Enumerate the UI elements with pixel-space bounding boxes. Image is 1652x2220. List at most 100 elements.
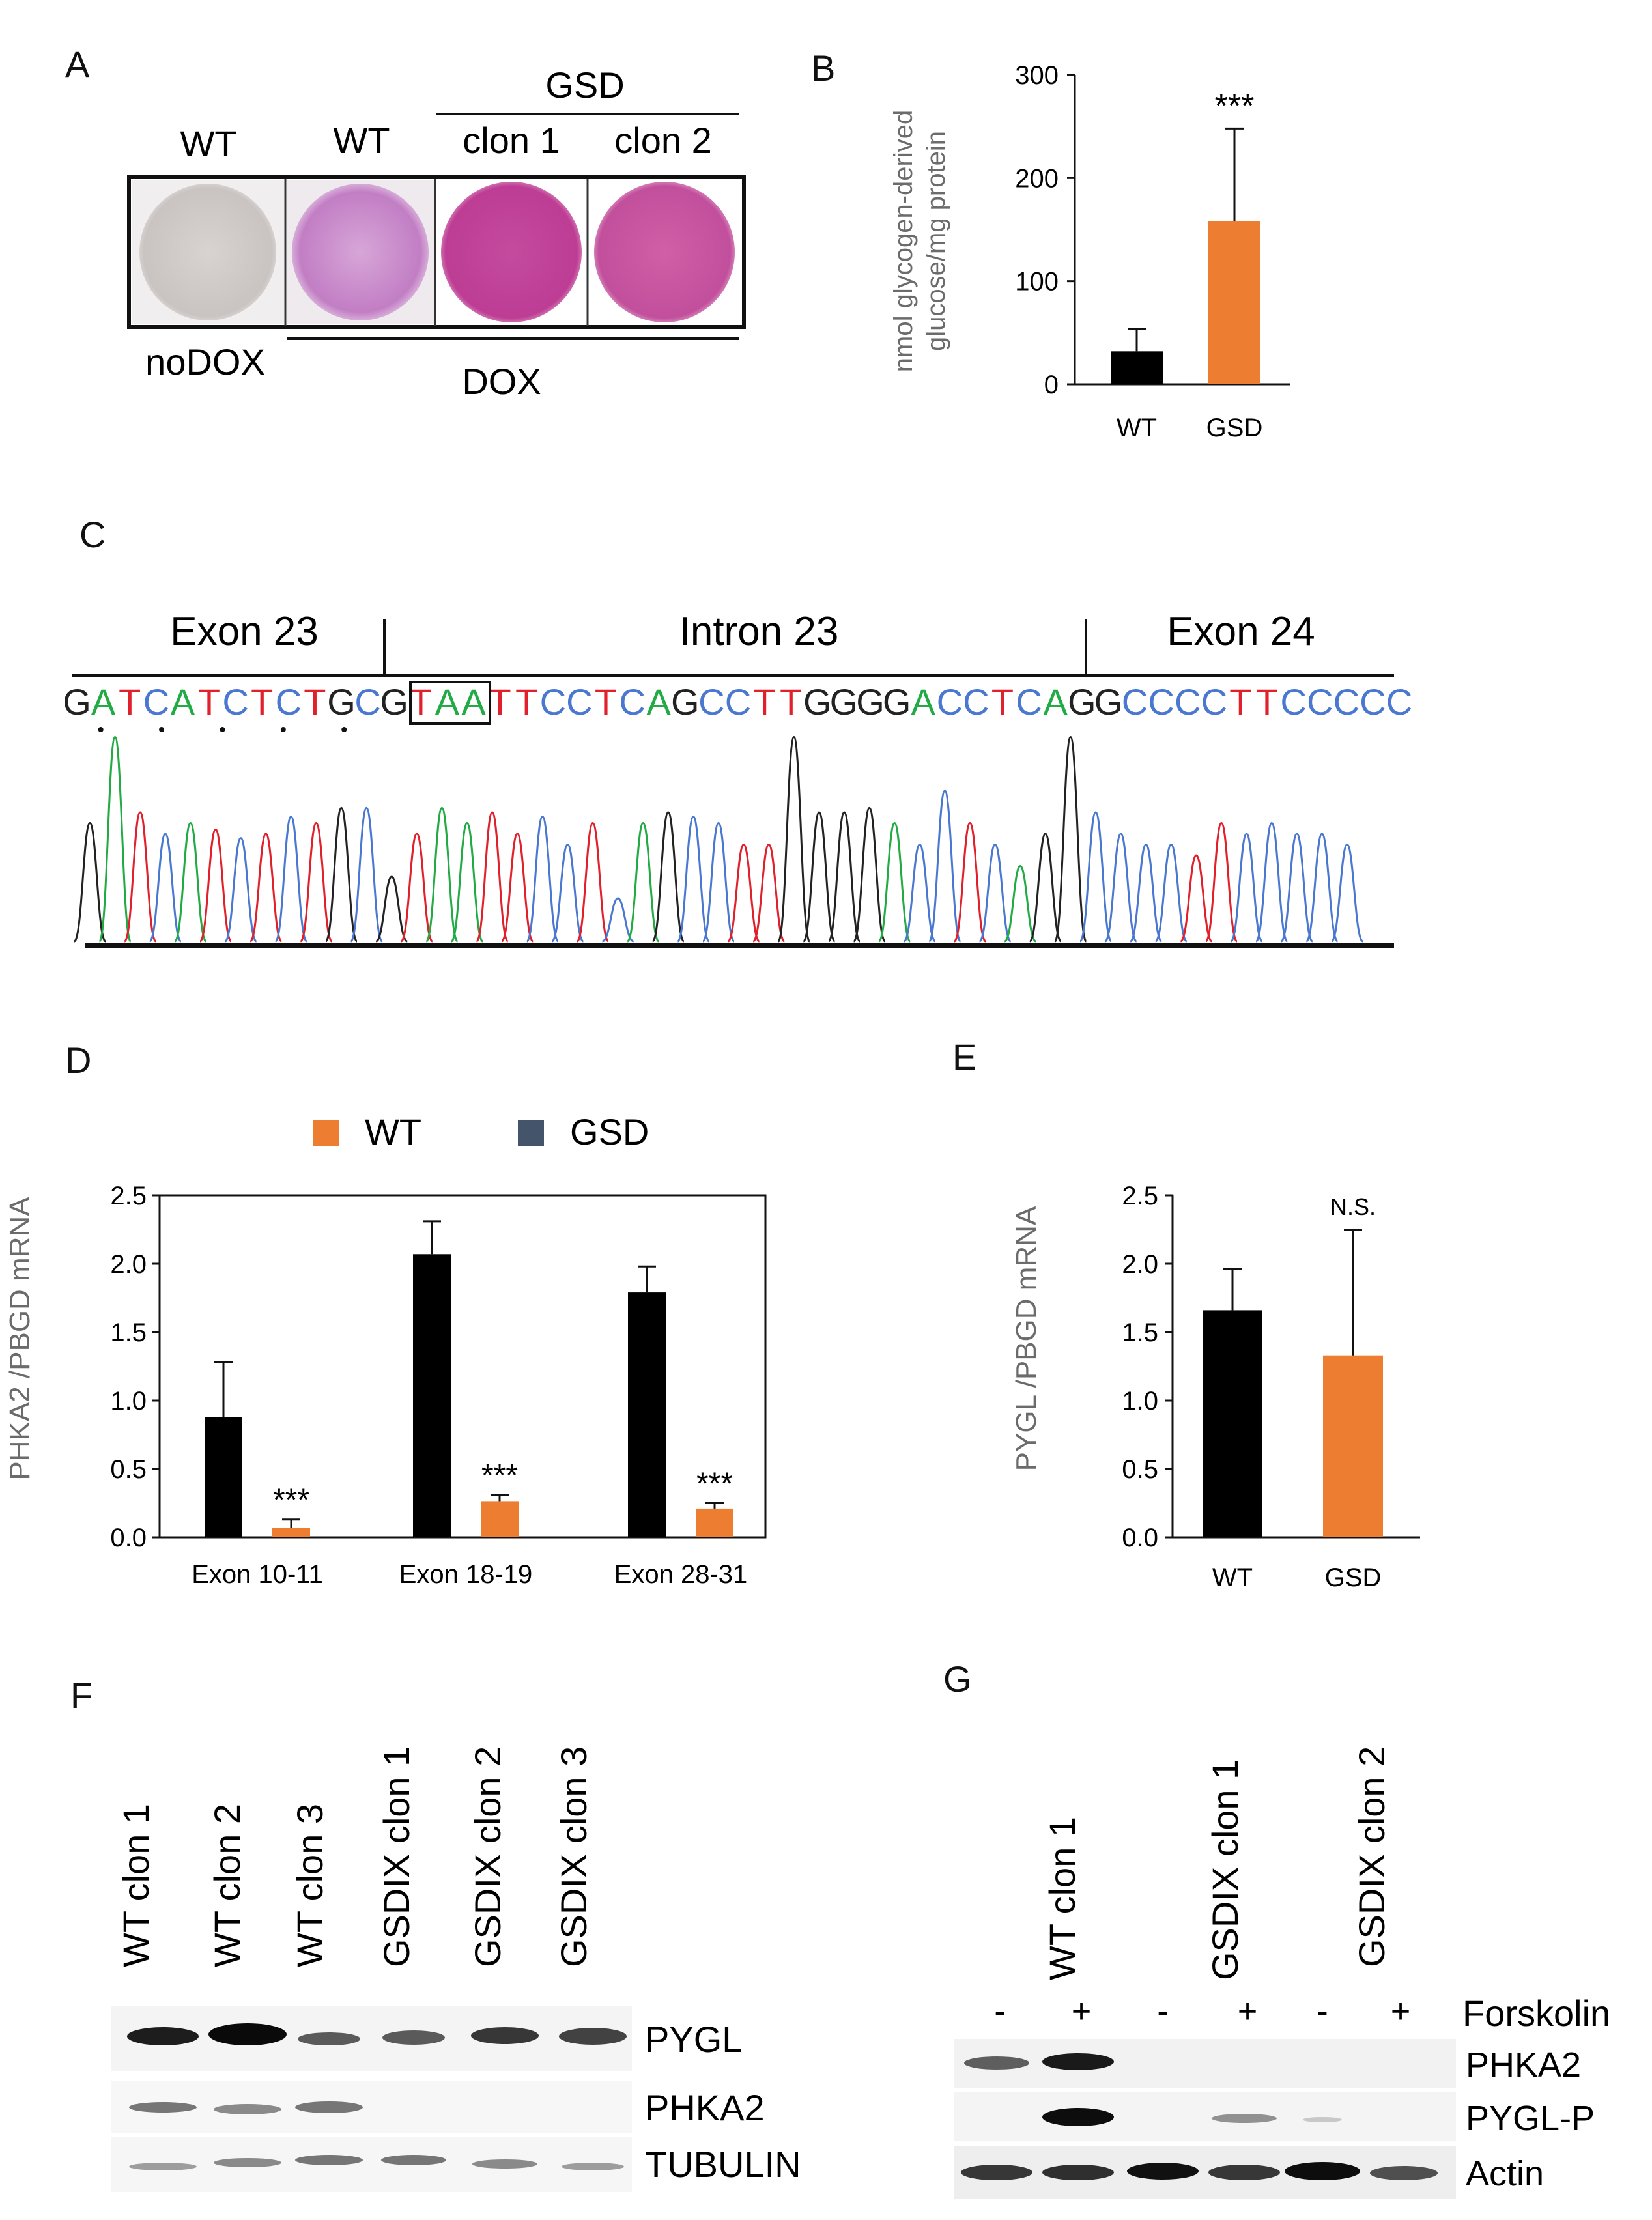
f-blot-label-tubulin: TUBULIN [645, 2144, 801, 2185]
base-letter: C [1148, 681, 1174, 722]
base-letter: T [991, 681, 1014, 722]
trace-peak [224, 837, 258, 943]
b-xtick-label: GSD [1206, 414, 1263, 442]
d-bar [481, 1501, 519, 1537]
f-lane-1: WT clon 1 [115, 1804, 156, 1967]
e-ytick-label: 2.0 [1122, 1250, 1158, 1279]
base-letter: A [1044, 681, 1068, 722]
base-letter: C [566, 681, 592, 722]
d-ytick-label: 1.0 [110, 1387, 147, 1416]
f-lane-2: WT clon 2 [206, 1804, 248, 1967]
base-letter: G [1094, 681, 1123, 722]
base-letter: G [671, 681, 700, 722]
b-ytick-label: 200 [1015, 164, 1059, 193]
trace-peak [500, 832, 534, 943]
trace-peak [601, 897, 634, 943]
trace-peak [299, 821, 333, 943]
g-blot-label-actin: Actin [1466, 2154, 1544, 2193]
g-blot-label-pygl-p: PYGL-P [1466, 2099, 1595, 2138]
base-letter: C [354, 681, 380, 722]
base-letter: C [698, 681, 724, 722]
region-intron23: Intron 23 [679, 609, 839, 654]
trace-peak [651, 811, 685, 943]
d-ytick-label: 1.5 [110, 1318, 147, 1347]
g-lane-1: WT clon 1 [1042, 1817, 1083, 1980]
panel-label-c: C [79, 514, 106, 555]
g-sign-5: - [1317, 1993, 1328, 2030]
d-legend-label: GSD [570, 1111, 649, 1152]
trace-peak [375, 875, 408, 943]
panel-e-chart: 0.0 0.5 1.0 1.5 2.0 2.5 WT GSD N.S. PYGL /PBGD m… [1010, 1182, 1420, 1592]
d-bar [205, 1417, 242, 1537]
trace-peak [802, 811, 836, 943]
panel-f-western-blot: WT clon 1 WT clon 2 WT clon 3 GSDIX clon… [111, 1746, 801, 2192]
g-lane-3: GSDIX clon 2 [1351, 1746, 1392, 1967]
base-letter: C [1360, 681, 1386, 722]
d-xtick-label: Exon 18-19 [399, 1560, 533, 1589]
f-lane-6: GSDIX clon 3 [553, 1746, 594, 1967]
trace-peak [1154, 843, 1188, 943]
base-letter: C [725, 681, 751, 722]
f-blot-pygl [111, 2006, 632, 2071]
trace-peak [274, 816, 308, 943]
trace-peak [576, 821, 610, 943]
base-letter: C [540, 681, 566, 722]
base-letter: A [435, 681, 460, 722]
g-blot-pygl-p [954, 2092, 1456, 2141]
base-letter: C [1280, 681, 1306, 722]
b-ytick-label: 100 [1015, 268, 1059, 296]
trace-peak [1255, 821, 1289, 943]
base-letter: T [198, 681, 220, 722]
nodox-label: noDOX [145, 341, 265, 382]
trace-peak [1330, 843, 1364, 943]
f-lane-4: GSDIX clon 1 [376, 1746, 417, 1967]
g-lane-2: GSDIX clon 1 [1204, 1759, 1246, 1980]
dox-label: DOX [462, 361, 541, 402]
base-letter: C [1201, 681, 1227, 722]
e-significance: N.S. [1330, 1193, 1376, 1220]
panel-d-chart: 0.0 0.5 1.0 1.5 2.0 2.5 Exon 10-11 *** Exon 18-1… [4, 1111, 767, 1589]
well-nodox-wt [139, 184, 276, 320]
trace-peak [978, 843, 1012, 943]
panel-label-g: G [943, 1658, 972, 1700]
trace-peak [123, 811, 157, 943]
region-exon23: Exon 23 [170, 609, 319, 654]
base-letter: A [171, 681, 195, 722]
d-ylabel: PHKA2 /PBGD mRNA [4, 1197, 36, 1481]
e-ytick-label: 0.5 [1122, 1455, 1158, 1484]
base-letter: C [1333, 681, 1360, 722]
d-significance: *** [481, 1459, 518, 1493]
base-marker-dot [220, 727, 225, 732]
base-letter: G [65, 681, 91, 722]
b-ytick-label: 0 [1044, 371, 1059, 399]
trace-peak [249, 832, 283, 943]
base-marker-dot [280, 727, 286, 732]
d-legend-label: WT [365, 1111, 421, 1152]
f-lane-5: GSDIX clon 2 [467, 1746, 508, 1967]
base-letter: G [803, 681, 832, 722]
base-letter: G [830, 681, 859, 722]
base-letter: T [489, 681, 511, 722]
region-exon24: Exon 24 [1167, 609, 1315, 654]
e-xtick-label: GSD [1325, 1563, 1382, 1592]
g-treatment-label: Forskolin [1462, 1993, 1610, 2034]
trace-peak [400, 832, 434, 943]
b-ylabel-line2: glucose/mg protein [922, 131, 950, 351]
d-xtick-label: Exon 28-31 [614, 1560, 748, 1589]
trace-peak [626, 821, 660, 943]
trace-peak [1305, 832, 1339, 943]
trace-peak [777, 735, 811, 943]
e-ytick-label: 0.0 [1122, 1524, 1158, 1552]
base-letter: G [856, 681, 885, 722]
trace-peak [173, 821, 207, 943]
base-letter: C [1175, 681, 1201, 722]
d-xtick-label: Exon 10-11 [192, 1560, 323, 1589]
base-letter: T [251, 681, 273, 722]
b-significance: *** [1215, 87, 1255, 125]
trace-peak [853, 806, 887, 943]
trace-peak [1129, 843, 1163, 943]
base-letter: T [780, 681, 802, 722]
base-letter: T [410, 681, 432, 722]
base-letter: C [963, 681, 989, 722]
g-blot-label-phka2: PHKA2 [1466, 2045, 1581, 2085]
